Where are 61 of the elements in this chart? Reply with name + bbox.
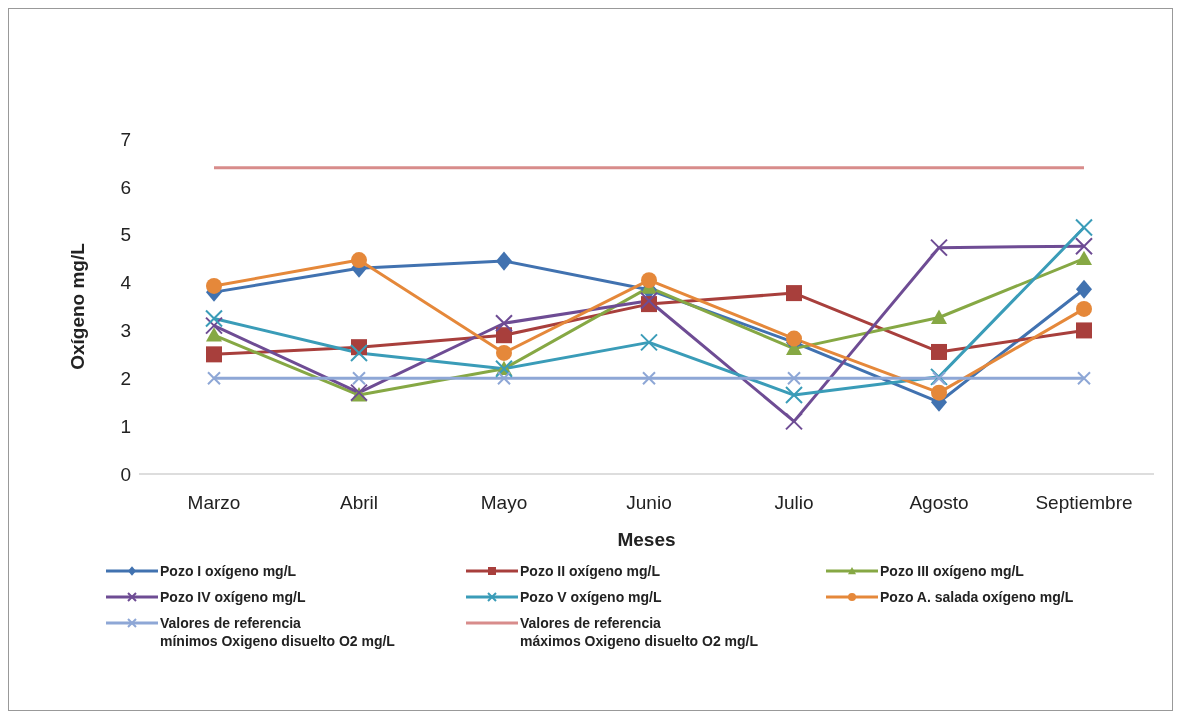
x-tick-label: Abril [339, 492, 379, 514]
point [206, 346, 222, 363]
point [207, 371, 221, 386]
point [642, 371, 656, 386]
y-tick-label: 1 [120, 415, 131, 437]
point [350, 343, 368, 362]
point [932, 371, 946, 386]
point [351, 252, 367, 269]
point [1077, 371, 1091, 386]
point [496, 344, 512, 361]
y-axis-title: Oxígeno mg/L [66, 242, 88, 370]
point [1075, 218, 1093, 237]
point [206, 277, 222, 294]
point [785, 386, 803, 405]
legend-label: Pozo A. salada oxígeno mg/L [880, 588, 1074, 606]
point [350, 383, 368, 402]
legend-label: Valores de referencia mínimos Oxigeno disuelto O2 mg/L [160, 614, 395, 650]
point [787, 371, 801, 386]
point [785, 412, 803, 431]
point [497, 371, 511, 386]
point [205, 316, 223, 335]
point [786, 330, 802, 347]
y-tick-label: 5 [120, 224, 131, 246]
y-tick-label: 6 [120, 176, 131, 198]
legend-label: Pozo II oxígeno mg/L [520, 562, 660, 580]
y-tick-label: 2 [120, 368, 131, 390]
point [1076, 322, 1092, 339]
point [930, 238, 948, 257]
legend-label: Pozo V oxígeno mg/L [520, 588, 662, 606]
point [1076, 300, 1092, 317]
point [640, 291, 658, 310]
x-tick-label: Junio [626, 492, 672, 514]
point [931, 309, 947, 324]
x-tick-label: Julio [774, 492, 814, 514]
legend-label: Pozo I oxígeno mg/L [160, 562, 297, 580]
y-tick-label: 0 [120, 463, 131, 485]
point [786, 285, 802, 302]
point [495, 314, 513, 333]
point [1076, 250, 1092, 266]
x-tick-label: Agosto [909, 492, 969, 514]
point [205, 309, 223, 328]
y-tick-label: 7 [120, 128, 131, 150]
x-tick-label: Marzo [187, 492, 241, 514]
point [641, 272, 657, 289]
legend-label: Valores de referencia máximos Oxigeno disuelto O2 mg/L [520, 614, 759, 650]
x-axis-title: Meses [617, 529, 676, 550]
point [496, 327, 512, 344]
point [496, 251, 512, 271]
y-tick-label: 3 [120, 320, 131, 342]
point [1075, 237, 1093, 256]
point [206, 327, 222, 342]
point [1076, 279, 1092, 299]
x-tick-label: Septiembre [1035, 492, 1133, 514]
y-tick-label: 4 [120, 272, 132, 294]
point [931, 384, 947, 401]
point [931, 343, 947, 360]
point [640, 333, 658, 352]
x-tick-label: Mayo [480, 492, 528, 514]
legend-label: Pozo IV oxígeno mg/L [160, 588, 306, 606]
point [352, 371, 366, 386]
legend-label: Pozo III oxígeno mg/L [880, 562, 1024, 580]
